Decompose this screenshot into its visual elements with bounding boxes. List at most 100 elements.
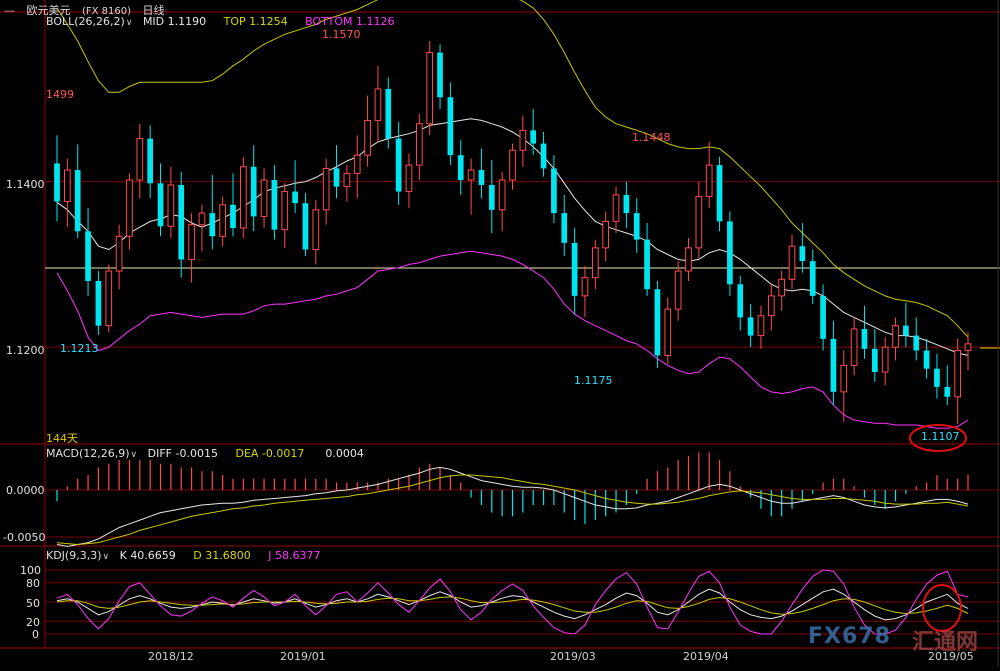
macd-indicator-label[interactable]: MACD(12,26,9) (46, 447, 130, 460)
candle-body (861, 328, 868, 349)
candle-body (157, 183, 164, 227)
macd-diff-label: DIFF (147, 447, 173, 460)
boll-top-line (56, 0, 969, 338)
candle-body (830, 338, 837, 392)
candle-body (633, 213, 640, 240)
candle-body (964, 343, 972, 351)
candle-body (664, 308, 672, 356)
annotation-low-3: 1.1107 (921, 430, 960, 443)
boll-mid-line (56, 118, 969, 356)
candle-body (426, 52, 434, 125)
highlight-circle (922, 584, 962, 632)
boll-bottom-value: 1.1126 (356, 15, 395, 28)
kdj-tick-label: 0 (32, 628, 39, 641)
candle-body (737, 284, 744, 318)
chevron-down-icon[interactable]: ∨ (130, 450, 138, 460)
candle-body (623, 194, 630, 214)
candle-body (136, 138, 144, 181)
candle-body (498, 179, 506, 211)
candle-body (405, 164, 413, 193)
boll-top-value: 1.1254 (249, 15, 288, 28)
candle-body (540, 143, 547, 169)
candle-body (551, 168, 557, 214)
kdj-d-line (56, 596, 969, 615)
candle-body (395, 138, 402, 192)
boll-mid-label: MID (142, 15, 165, 28)
candle-body (705, 164, 713, 198)
candle-body (353, 154, 361, 174)
x-tick-label: 2018/12 (148, 650, 194, 663)
chevron-down-icon[interactable]: ∨ (125, 18, 133, 28)
highlight-circle (909, 424, 967, 452)
kdj-tick-label: 100 (20, 564, 41, 577)
macd-diff-line (56, 466, 969, 547)
candle-body (871, 348, 878, 372)
candle-body (312, 209, 320, 251)
candle-body (892, 325, 899, 348)
x-tick-label: 2019/05 (928, 650, 974, 663)
kdj-tick-label: 80 (26, 577, 40, 590)
candle-body (581, 277, 589, 297)
kdj-d-value: 31.6800 (205, 549, 251, 562)
boll-top-label: TOP (223, 15, 246, 28)
candle-body (644, 239, 650, 290)
candle-body (530, 130, 537, 144)
candle-body (767, 295, 775, 317)
candle-body (840, 364, 848, 393)
annotation-left-high: 1499 (46, 88, 74, 101)
candle-body (281, 191, 289, 231)
minimize-icon[interactable]: — (4, 4, 15, 17)
candle-body (850, 328, 858, 366)
chevron-down-icon[interactable]: ∨ (102, 552, 110, 562)
boll-indicator-label[interactable]: BOLL(26,26,2) (46, 15, 125, 28)
macd-dea-value: -0.0017 (261, 447, 305, 460)
candle-body (198, 212, 206, 226)
candle-body (219, 204, 226, 237)
x-tick-label: 2019/04 (683, 650, 729, 663)
candle-body (105, 270, 113, 327)
period-label[interactable]: 日线 (142, 4, 165, 17)
macd-tick-label: 0.0000 (6, 484, 45, 497)
candle-body (167, 184, 175, 227)
price-tick-label: 1.1400 (6, 178, 45, 191)
candle-body (788, 245, 796, 280)
candle-body (757, 315, 765, 337)
kdj-k-value: 40.6659 (130, 549, 176, 562)
candle-body (820, 295, 826, 339)
candle-body (239, 166, 247, 229)
candle-body (488, 184, 495, 210)
candle-body (85, 231, 91, 281)
candle-body (415, 123, 423, 166)
candle-body (374, 88, 382, 121)
candle-body (591, 247, 599, 279)
macd-tick-label: -0.0050 (3, 531, 46, 544)
candle-body (509, 149, 516, 181)
candle-body (727, 221, 733, 285)
kdj-tick-label: 50 (26, 597, 40, 610)
candle-body (322, 167, 330, 211)
kdj-j-line (56, 569, 969, 635)
candle-body (126, 179, 133, 237)
annotation-low-1: 1.1213 (60, 342, 99, 355)
candle-body (954, 349, 961, 398)
candle-body (467, 169, 475, 181)
candle-body (685, 247, 692, 272)
candle-body (602, 220, 610, 249)
candle-body (64, 169, 71, 203)
kdj-j-value: 58.6377 (275, 549, 321, 562)
candle-body (54, 163, 60, 202)
kdj-indicator-label[interactable]: KDJ(9,3,3) (46, 549, 102, 562)
candle-body (437, 52, 443, 98)
boll-mid-value: 1.1190 (167, 15, 207, 28)
x-tick-label: 2019/03 (550, 650, 596, 663)
kdj-k-line (56, 588, 969, 621)
macd-dea-label: DEA (235, 447, 259, 460)
kdj-k-label: K (119, 549, 127, 562)
annotation-high-2: 1.1448 (632, 131, 671, 144)
candle-body (230, 204, 236, 228)
candle-body (385, 88, 392, 139)
kdj-j-label: J (268, 549, 272, 562)
candle-body (913, 335, 920, 351)
